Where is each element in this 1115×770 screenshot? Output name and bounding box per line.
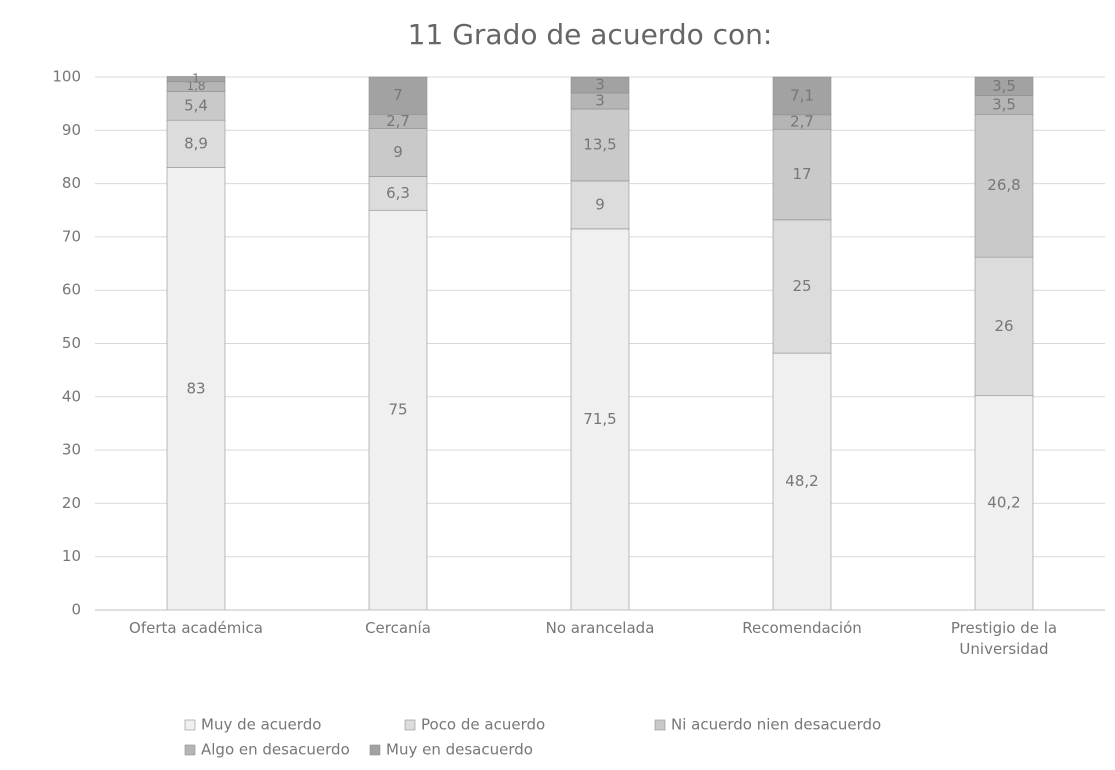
legend-label: Ni acuerdo nien desacuerdo bbox=[671, 716, 881, 734]
x-tick-label: Oferta académica bbox=[129, 619, 263, 637]
data-label: 3,5 bbox=[992, 95, 1016, 113]
bar-segment bbox=[570, 76, 630, 94]
y-tick-label: 30 bbox=[62, 441, 81, 459]
data-label: 1 bbox=[192, 72, 200, 86]
y-tick-label: 20 bbox=[62, 494, 81, 512]
data-label: 75 bbox=[388, 401, 407, 419]
legend-swatch bbox=[184, 719, 196, 731]
y-tick-label: 60 bbox=[62, 281, 81, 299]
data-label: 8,9 bbox=[184, 134, 208, 152]
legend-swatch bbox=[369, 744, 381, 756]
chart-title: 11 Grado de acuerdo con: bbox=[408, 18, 773, 51]
legend-label: Muy en desacuerdo bbox=[386, 741, 533, 759]
data-label: 25 bbox=[792, 277, 811, 295]
data-label: 2,7 bbox=[386, 112, 410, 130]
y-tick-label: 80 bbox=[62, 174, 81, 192]
legend-label: Poco de acuerdo bbox=[421, 716, 545, 734]
legend-swatch bbox=[404, 719, 416, 731]
data-label: 9 bbox=[393, 143, 403, 161]
data-label: 13,5 bbox=[583, 135, 616, 153]
data-label: 9 bbox=[595, 195, 605, 213]
legend-swatch bbox=[654, 719, 666, 731]
x-tick-label: Cercanía bbox=[365, 619, 431, 637]
data-label: 6,3 bbox=[386, 184, 410, 202]
data-label: 83 bbox=[186, 379, 205, 397]
legend-swatch bbox=[184, 744, 196, 756]
bar-segment bbox=[368, 209, 428, 611]
data-label: 7,1 bbox=[790, 86, 814, 104]
bar-segment bbox=[166, 76, 226, 83]
data-label: 7 bbox=[393, 86, 403, 104]
y-tick-label: 10 bbox=[62, 547, 81, 565]
data-label: 26 bbox=[994, 317, 1013, 335]
bar-segment bbox=[974, 76, 1034, 96]
legend-label: Muy de acuerdo bbox=[201, 716, 321, 734]
data-label: 5,4 bbox=[184, 96, 208, 114]
y-tick-label: 90 bbox=[62, 121, 81, 139]
bar-segment bbox=[772, 352, 832, 611]
x-tick-label: No arancelada bbox=[545, 619, 655, 637]
data-label: 17 bbox=[792, 165, 811, 183]
bar-segment bbox=[570, 228, 630, 611]
data-label: 2,7 bbox=[790, 113, 814, 131]
x-tick-label: Prestigio de la Universidad bbox=[950, 619, 1058, 658]
x-tick-label: Recomendación bbox=[742, 619, 862, 637]
data-label: 3 bbox=[595, 75, 605, 93]
data-label: 48,2 bbox=[785, 472, 818, 490]
bar-segment bbox=[368, 76, 428, 115]
y-tick-label: 70 bbox=[62, 227, 81, 245]
y-tick-label: 100 bbox=[52, 68, 81, 86]
data-label: 1,8 bbox=[186, 79, 205, 93]
data-label: 40,2 bbox=[987, 493, 1020, 511]
data-label: 3 bbox=[595, 91, 605, 109]
y-tick-label: 50 bbox=[62, 334, 81, 352]
bar-segment bbox=[772, 219, 832, 354]
data-label: 3,5 bbox=[992, 77, 1016, 95]
y-tick-label: 0 bbox=[71, 601, 81, 619]
y-tick-label: 40 bbox=[62, 387, 81, 405]
bar-segment bbox=[166, 167, 226, 611]
bar-segment bbox=[974, 114, 1034, 258]
legend-label: Algo en desacuerdo bbox=[201, 741, 350, 759]
bar-segment bbox=[772, 76, 832, 116]
bar-segment bbox=[974, 395, 1034, 611]
data-label: 26,8 bbox=[987, 176, 1020, 194]
bar-segment bbox=[570, 180, 630, 230]
data-label: 71,5 bbox=[583, 410, 616, 428]
